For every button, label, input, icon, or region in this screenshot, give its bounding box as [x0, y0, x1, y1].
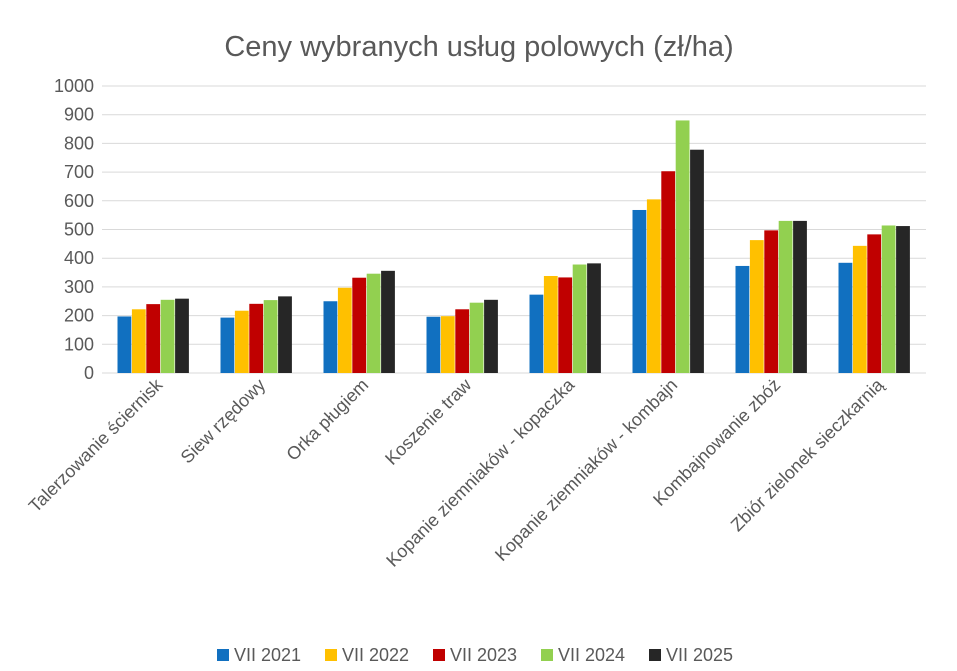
bar [220, 317, 235, 373]
bar [646, 199, 661, 373]
x-axis-category-labels: Talerzowanie ściernisk Siew rzędowy Orka p… [25, 374, 888, 571]
bar [469, 302, 484, 373]
bar [175, 298, 189, 373]
legend-label: VII 2022 [342, 645, 409, 665]
x-category-label: Koszenie traw [381, 374, 476, 469]
bar [587, 263, 601, 373]
bar [661, 171, 676, 373]
bar [558, 277, 573, 373]
bar [881, 225, 896, 373]
bar [249, 303, 264, 373]
y-tick-label: 600 [64, 191, 94, 211]
legend-label: VII 2023 [450, 645, 517, 665]
legend: VII 2021 VII 2022 VII 2023 VII 2024 VII 2025 [217, 645, 733, 665]
legend-swatch [325, 649, 337, 661]
bar [852, 245, 867, 373]
bar [896, 226, 910, 373]
chart-title: Ceny wybranych usług polowych (zł/ha) [224, 31, 733, 63]
legend-label: VII 2024 [558, 645, 625, 665]
bar [675, 120, 690, 373]
legend-swatch [649, 649, 661, 661]
bar [440, 316, 455, 373]
bar [484, 299, 498, 373]
y-axis-tick-labels: 0 100 200 300 400 500 600 700 800 900 1000 [54, 76, 94, 383]
bar [117, 316, 132, 373]
y-tick-label: 0 [84, 363, 94, 383]
y-tick-label: 900 [64, 105, 94, 125]
legend-label: VII 2025 [666, 645, 733, 665]
bar [749, 240, 764, 373]
x-category-label: Orka pługiem [282, 375, 372, 465]
bar [160, 299, 175, 373]
bar [543, 275, 558, 373]
y-tick-label: 300 [64, 277, 94, 297]
legend-swatch [433, 649, 445, 661]
bar [381, 270, 395, 373]
bar [572, 264, 587, 373]
y-tick-label: 100 [64, 334, 94, 354]
x-category-label: Kopanie ziemniaków - kombajn [491, 375, 681, 565]
y-tick-label: 700 [64, 162, 94, 182]
legend-swatch [217, 649, 229, 661]
bars [117, 120, 910, 373]
bar [838, 262, 853, 373]
y-tick-label: 500 [64, 220, 94, 240]
bar [690, 149, 704, 373]
bar [426, 316, 441, 373]
bar [867, 234, 882, 373]
bar [337, 287, 352, 373]
bar [764, 230, 779, 373]
y-tick-label: 800 [64, 133, 94, 153]
bar [632, 209, 647, 373]
bar [278, 296, 292, 373]
y-tick-label: 400 [64, 248, 94, 268]
x-category-label: Siew rzędowy [177, 375, 270, 468]
bar [793, 220, 807, 373]
bar [131, 309, 146, 373]
x-category-label: Kopanie ziemniaków - kopaczka [382, 374, 579, 571]
bar [323, 301, 338, 373]
bar [529, 294, 544, 373]
bar [778, 220, 793, 373]
y-tick-label: 200 [64, 306, 94, 326]
x-category-label: Talerzowanie ściernisk [25, 374, 167, 516]
y-tick-label: 1000 [54, 76, 94, 96]
bar [455, 309, 470, 373]
bar [366, 273, 381, 373]
legend-swatch [541, 649, 553, 661]
bar [234, 310, 249, 373]
bar [146, 304, 161, 373]
bar [263, 300, 278, 373]
legend-label: VII 2021 [234, 645, 301, 665]
bar [352, 277, 367, 373]
bar [735, 265, 750, 373]
